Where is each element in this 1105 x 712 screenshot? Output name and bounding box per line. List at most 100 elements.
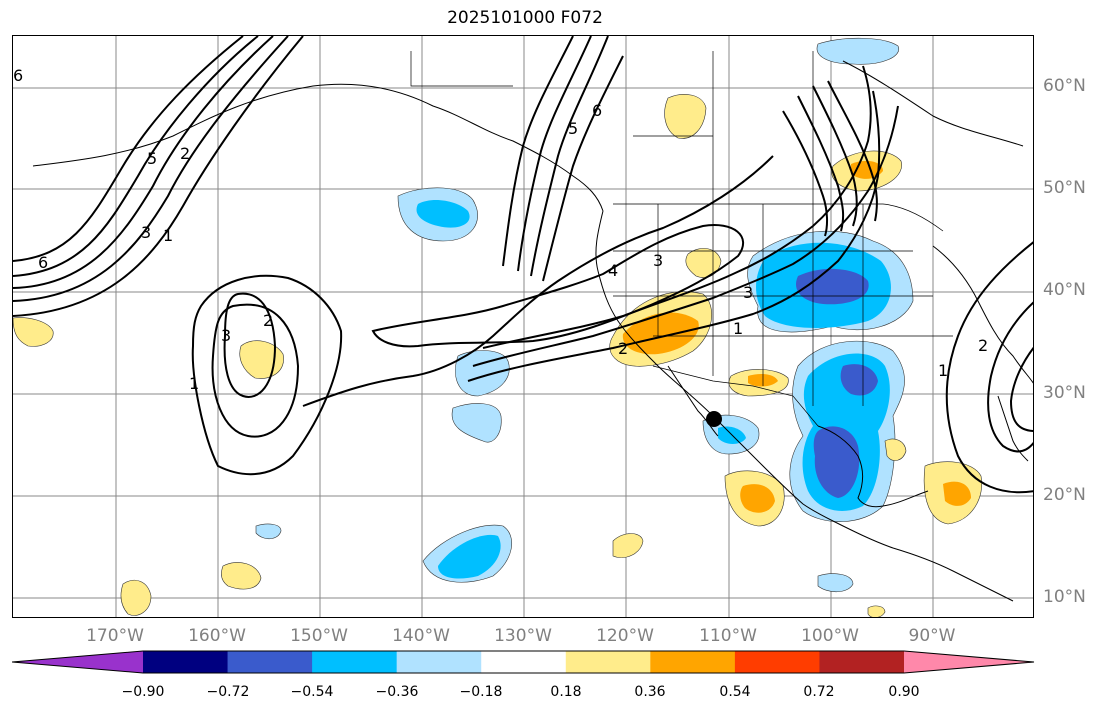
colorbar-segment — [143, 651, 229, 673]
contour-line — [13, 36, 259, 277]
contour-label: 6 — [13, 66, 23, 85]
border-alaska-canada — [410, 51, 513, 87]
colorbar-tick: −0.54 — [290, 684, 334, 700]
shade-pos-light — [867, 605, 886, 617]
map-panel[interactable]: 6 5 2 3 1 3 2 1 6 5 4 3 3 2 1 2 1 6 — [12, 35, 1034, 618]
colorbar-segment — [819, 651, 905, 673]
graticule — [13, 36, 1033, 617]
coast-gulf-mexico — [817, 425, 929, 508]
contour-line — [191, 274, 343, 476]
shade-pos-light — [884, 438, 907, 461]
colorbar-segments — [12, 651, 1034, 673]
shade-pos-light — [13, 317, 54, 347]
contour-label: 1 — [733, 319, 743, 338]
colorbar-segment — [227, 651, 313, 673]
contour-line — [482, 65, 872, 349]
coast-florida — [997, 395, 1029, 462]
contour-label: 1 — [938, 361, 948, 380]
contour-label: 2 — [978, 336, 988, 355]
lat-label-60: 60°N — [1043, 76, 1086, 96]
colorbar-tick: −0.72 — [206, 684, 250, 700]
shade-pos-light — [120, 580, 152, 616]
colorbar-segment — [396, 651, 482, 673]
contour-line — [542, 55, 624, 282]
colorbar-segment — [565, 651, 651, 673]
shade-neg-strong — [840, 364, 878, 396]
contour-label: 1 — [189, 374, 199, 393]
contour-label: 3 — [221, 326, 231, 345]
shade-neg-mid — [416, 200, 470, 228]
colorbar-extend-low — [12, 651, 143, 673]
contour-line — [530, 36, 609, 277]
lon-label-130w: 130°W — [494, 626, 552, 646]
contour-lines — [13, 36, 1033, 494]
colorbar-segment — [312, 651, 398, 673]
lon-label-140w: 140°W — [392, 626, 450, 646]
lon-label-110w: 110°W — [699, 626, 757, 646]
contour-label: 4 — [608, 261, 618, 280]
contour-line — [1009, 346, 1033, 432]
coast-alaska — [32, 83, 604, 212]
colorbar-tick: 0.90 — [888, 684, 920, 700]
coast-baja — [667, 365, 719, 437]
colorbar-segment — [481, 651, 567, 673]
border-us-canada — [613, 203, 944, 232]
colorbar-tick: 0.54 — [719, 684, 751, 700]
lon-label-150w: 150°W — [290, 626, 348, 646]
shade-neg-light — [455, 350, 510, 397]
contour-label: 3 — [653, 251, 663, 270]
contour-line — [472, 105, 899, 367]
coast-hudson — [842, 60, 1024, 147]
colorbar-tick: 0.18 — [550, 684, 582, 700]
contour-label: 1 — [163, 226, 173, 245]
colorbar-segment — [650, 651, 736, 673]
coast-central-america — [832, 520, 1014, 602]
lat-label-30: 30°N — [1043, 383, 1086, 403]
contour-line — [782, 110, 829, 237]
contour-label: 2 — [618, 339, 628, 358]
colorbar-tick: 0.72 — [803, 684, 835, 700]
contour-line — [302, 155, 774, 407]
lon-label-120w: 120°W — [596, 626, 654, 646]
shade-pos-light — [221, 562, 262, 590]
contour-line — [987, 301, 1033, 453]
shade-neg-strong — [795, 268, 869, 305]
shade-pos-light — [685, 248, 722, 278]
contour-label: 2 — [180, 144, 190, 163]
contour-line — [517, 36, 592, 272]
border-us-mexico — [652, 365, 819, 427]
shade-neg-light — [816, 37, 900, 65]
political-borders — [410, 51, 953, 427]
contour-label: 6 — [592, 101, 602, 120]
contour-label: 3 — [743, 283, 753, 302]
shade-neg-mid — [438, 534, 501, 579]
colorbar-tick: −0.18 — [459, 684, 503, 700]
lat-label-50: 50°N — [1043, 178, 1086, 198]
contour-line — [211, 303, 300, 438]
shade-pos-light — [612, 533, 644, 558]
contour-line — [812, 85, 858, 227]
lon-label-90w: 90°W — [908, 626, 956, 646]
contour-label: 3 — [141, 223, 151, 242]
location-marker[interactable] — [706, 411, 722, 427]
contour-line — [13, 36, 304, 317]
map-canvas: 6 5 2 3 1 3 2 1 6 5 4 3 3 2 1 2 1 6 — [13, 36, 1033, 617]
colorbar-outline — [12, 650, 1035, 674]
colorbar-segment — [734, 651, 820, 673]
coastlines — [32, 60, 1033, 602]
contour-line — [945, 241, 1033, 494]
lat-label-10: 10°N — [1043, 587, 1086, 607]
contour-line — [371, 224, 745, 348]
contour-line — [13, 36, 244, 262]
shade-pos-mid — [622, 312, 699, 355]
colorbar-tick: 0.36 — [634, 684, 666, 700]
shade-pos-light — [239, 340, 284, 379]
lat-label-20: 20°N — [1043, 485, 1086, 505]
anomaly-shading — [13, 37, 983, 617]
lon-label-100w: 100°W — [801, 626, 859, 646]
contour-label: 2 — [263, 311, 273, 330]
contour-label: 5 — [568, 119, 578, 138]
contour-label-group: 6 5 2 3 1 3 2 1 6 5 4 3 3 2 1 2 1 6 — [13, 66, 988, 393]
shade-pos-mid — [740, 484, 775, 513]
contour-label: 6 — [38, 253, 48, 272]
